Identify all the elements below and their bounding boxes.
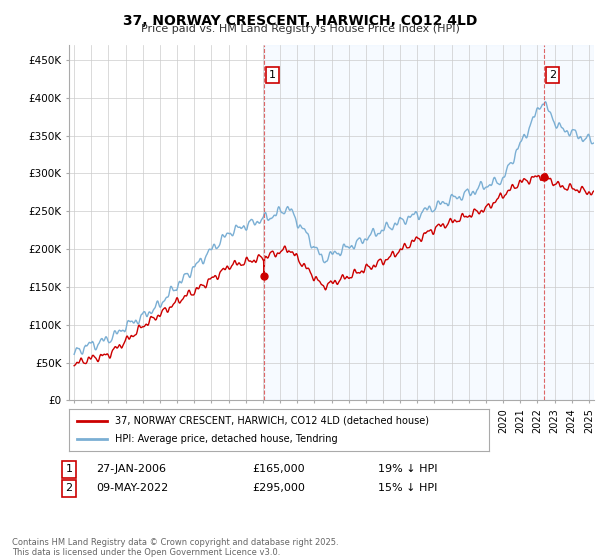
Text: £295,000: £295,000 [252,483,305,493]
Text: 1: 1 [65,464,73,474]
Text: 2: 2 [549,70,556,80]
Text: 19% ↓ HPI: 19% ↓ HPI [378,464,437,474]
Text: 27-JAN-2006: 27-JAN-2006 [96,464,166,474]
Text: Contains HM Land Registry data © Crown copyright and database right 2025.
This d: Contains HM Land Registry data © Crown c… [12,538,338,557]
Text: £165,000: £165,000 [252,464,305,474]
Text: Price paid vs. HM Land Registry's House Price Index (HPI): Price paid vs. HM Land Registry's House … [140,24,460,34]
Bar [264,45,594,400]
Text: 2: 2 [65,483,73,493]
Text: 09-MAY-2022: 09-MAY-2022 [96,483,168,493]
Text: 37, NORWAY CRESCENT, HARWICH, CO12 4LD (detached house): 37, NORWAY CRESCENT, HARWICH, CO12 4LD (… [115,416,429,426]
Text: 1: 1 [269,70,276,80]
Text: HPI: Average price, detached house, Tendring: HPI: Average price, detached house, Tend… [115,434,338,444]
Text: 37, NORWAY CRESCENT, HARWICH, CO12 4LD: 37, NORWAY CRESCENT, HARWICH, CO12 4LD [123,14,477,28]
Text: 15% ↓ HPI: 15% ↓ HPI [378,483,437,493]
